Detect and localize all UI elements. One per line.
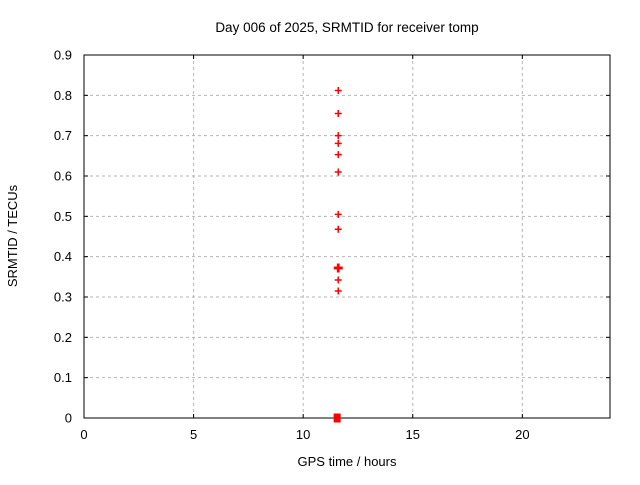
- gridlines: [84, 55, 610, 418]
- data-point-plus: [334, 210, 342, 218]
- y-tick-label: 0.7: [54, 128, 72, 143]
- y-tick-label: 0.3: [54, 290, 72, 305]
- y-tick-label: 0.6: [54, 169, 72, 184]
- data-point-plus: [334, 139, 342, 147]
- data-point-plus: [334, 86, 342, 94]
- y-tick-label: 0: [65, 411, 72, 426]
- x-tick-label: 0: [80, 427, 87, 442]
- x-tick-label: 5: [190, 427, 197, 442]
- y-tick-label: 0.9: [54, 48, 72, 63]
- data-point-plus: [334, 109, 342, 117]
- data-point-square: [333, 413, 341, 423]
- y-tick-label: 0.1: [54, 370, 72, 385]
- x-tick-label: 15: [406, 427, 420, 442]
- axis-ticks: [83, 54, 610, 419]
- y-tick-label: 0.5: [54, 209, 72, 224]
- x-tick-label: 10: [296, 427, 310, 442]
- y-tick-label: 0.4: [54, 249, 72, 264]
- data-point-plus: [334, 276, 342, 284]
- y-axis-label: SRMTID / TECUs: [5, 184, 20, 287]
- x-axis-label: GPS time / hours: [298, 454, 397, 469]
- data-point-plus: [334, 287, 342, 295]
- x-tick-label: 20: [515, 427, 529, 442]
- data-points: [333, 86, 343, 423]
- data-point-bold-plus: [333, 263, 343, 273]
- data-point-plus: [334, 132, 342, 140]
- y-tick-label: 0.8: [54, 88, 72, 103]
- chart-title: Day 006 of 2025, SRMTID for receiver tom…: [215, 20, 478, 35]
- tick-labels: 0 5 10 15 20 0 0.1 0.2 0.3 0.4 0.5 0.6 0.7 0.8 0.9: [54, 48, 530, 443]
- data-point-plus: [334, 151, 342, 159]
- data-point-plus: [334, 168, 342, 176]
- y-tick-label: 0.2: [54, 330, 72, 345]
- plot-border: [83, 54, 611, 419]
- data-point-plus: [334, 225, 342, 233]
